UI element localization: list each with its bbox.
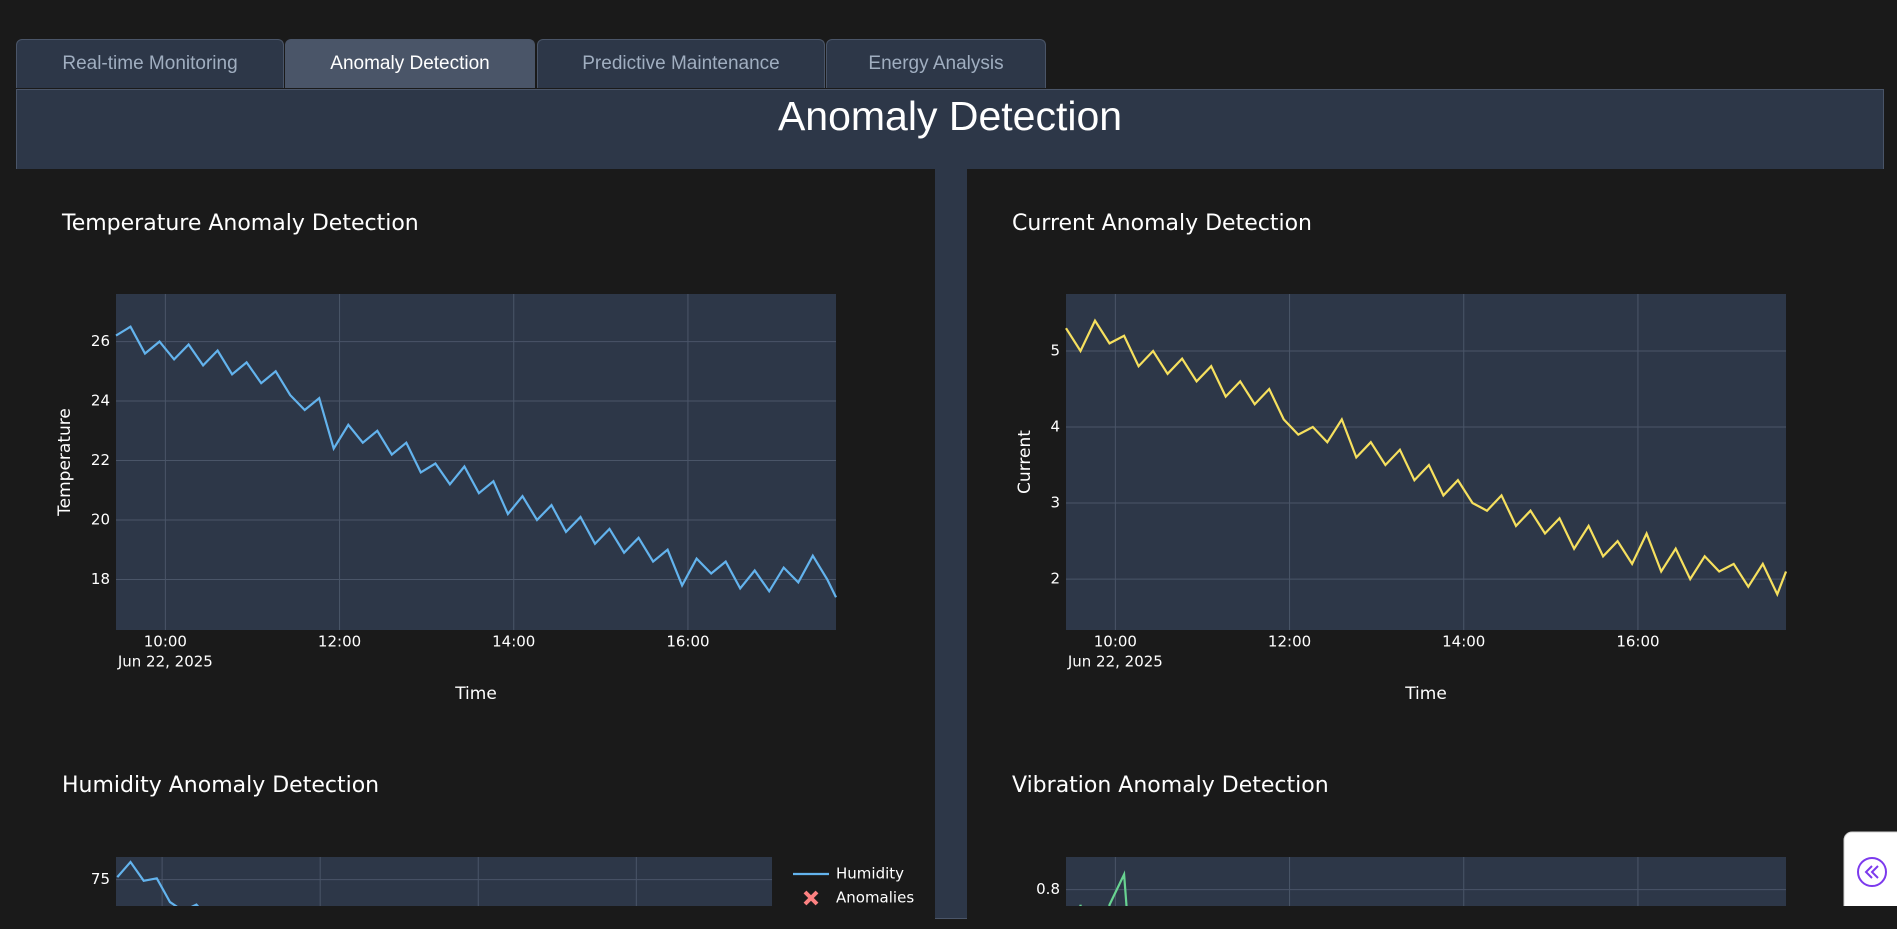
x-tick-label: 14:00 bbox=[1442, 633, 1485, 651]
legend-marker bbox=[803, 890, 819, 906]
charts: Temperature Anomaly Detection 10:00 Jun 22… bbox=[55, 211, 1897, 907]
chart-title: Vibration Anomaly Detection bbox=[1012, 773, 1329, 798]
x-date-label: Jun 22, 2025 bbox=[117, 653, 213, 671]
y-tick-label: 4 bbox=[1050, 418, 1060, 436]
y-tick-label: 20 bbox=[91, 510, 110, 528]
legend-label: Anomalies bbox=[836, 889, 914, 907]
page: Real-time Monitoring Anomaly Detection P… bbox=[16, 39, 1897, 919]
tab[interactable]: Energy Analysis bbox=[826, 39, 1046, 88]
chart-layer: Temperature Anomaly Detection 10:00 Jun 22… bbox=[55, 211, 1788, 907]
data-line bbox=[115, 325, 837, 598]
plot-area bbox=[1066, 294, 1786, 630]
plot-area bbox=[116, 857, 772, 906]
y-tick-label: 0.8 bbox=[1036, 880, 1060, 898]
x-axis-title: Time bbox=[1404, 684, 1447, 704]
plot-area bbox=[116, 294, 836, 630]
chart-title: Humidity Anomaly Detection bbox=[62, 773, 379, 798]
x-date-label: Jun 22, 2025 bbox=[1067, 653, 1163, 671]
y-axis-title: Temperature bbox=[55, 408, 75, 517]
x-tick-label: 10:00 bbox=[144, 633, 187, 651]
y-tick-label: 5 bbox=[1050, 342, 1060, 360]
x-tick-label: 12:00 bbox=[318, 633, 361, 651]
y-axis-title: Current bbox=[1015, 430, 1035, 494]
y-tick-label: 22 bbox=[91, 451, 110, 469]
collapse-button[interactable] bbox=[1843, 831, 1897, 906]
button-icon[interactable] bbox=[1857, 857, 1887, 887]
y-tick-label: 3 bbox=[1050, 494, 1060, 512]
tab[interactable]: Anomaly Detection bbox=[285, 39, 535, 88]
button-chevrons[interactable] bbox=[1864, 865, 1879, 879]
y-tick-label: 26 bbox=[91, 332, 110, 350]
x-tick-label: 16:00 bbox=[666, 633, 709, 651]
x-tick-label: 12:00 bbox=[1268, 633, 1311, 651]
button-bg[interactable] bbox=[1843, 831, 1897, 906]
x-tick-label: 14:00 bbox=[492, 633, 535, 651]
x-tick-label: 16:00 bbox=[1616, 633, 1659, 651]
page-title: Anomaly Detection bbox=[777, 93, 1123, 139]
x-tick-label: 10:00 bbox=[1094, 633, 1137, 651]
data-line bbox=[1065, 318, 1788, 598]
legend-label: Humidity bbox=[836, 865, 904, 883]
y-tick-label: 2 bbox=[1050, 570, 1060, 588]
chart-title: Current Anomaly Detection bbox=[1012, 211, 1312, 236]
chart-title: Temperature Anomaly Detection bbox=[61, 211, 419, 236]
tab[interactable]: Predictive Maintenance bbox=[537, 39, 825, 88]
plot-area bbox=[1066, 857, 1786, 906]
x-axis-title: Time bbox=[454, 684, 497, 704]
y-tick-label: 75 bbox=[91, 870, 110, 888]
y-tick-label: 18 bbox=[91, 570, 110, 588]
y-tick-label: 24 bbox=[91, 392, 110, 410]
tab[interactable]: Real-time Monitoring bbox=[16, 39, 284, 88]
